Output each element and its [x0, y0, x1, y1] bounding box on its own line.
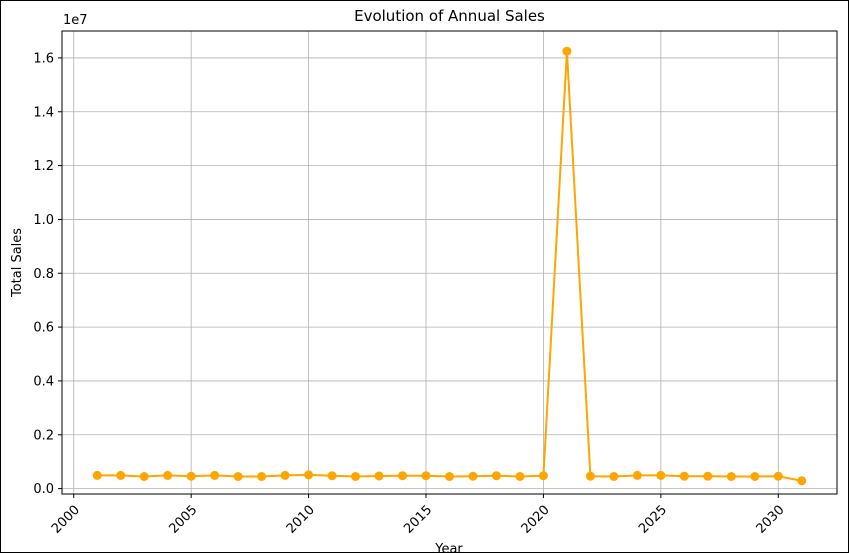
plot-area	[61, 30, 838, 495]
x-tick-label: 2005	[166, 503, 200, 537]
data-point	[750, 472, 760, 482]
x-tick-label: 2000	[49, 503, 83, 537]
x-tick-label: 2010	[284, 503, 318, 537]
data-point	[280, 470, 290, 480]
y-axis-label: Total Sales	[10, 228, 25, 298]
data-point	[116, 470, 126, 480]
series-line	[97, 50, 802, 482]
data-point	[632, 470, 642, 480]
y-tick-label: 1.6	[33, 51, 54, 66]
data-point	[468, 471, 478, 481]
data-point	[351, 472, 361, 482]
data-point	[257, 472, 267, 482]
x-tick-label: 2015	[401, 503, 435, 537]
data-point	[562, 46, 572, 56]
data-point	[609, 472, 619, 482]
data-point	[773, 471, 783, 481]
data-point	[797, 476, 807, 486]
data-point	[726, 472, 736, 482]
x-tick-label: 2030	[754, 503, 788, 537]
y-tick-label: 0.4	[33, 374, 54, 389]
y-tick-label: 0.6	[33, 321, 54, 336]
data-point	[421, 471, 431, 481]
data-point	[656, 470, 666, 480]
x-axis-ticks: 2000 2005 2010 2015 2020 2025 2030	[49, 494, 788, 537]
y-tick-label: 0.0	[33, 482, 54, 497]
series-group	[92, 46, 807, 486]
y-tick-label: 0.8	[33, 267, 54, 282]
y-axis-ticks: 0.0 0.2 0.4 0.6 0.8 1.0 1.2 1.4 1.6	[33, 51, 62, 497]
x-axis-label: Year	[434, 542, 463, 553]
data-point	[233, 472, 243, 482]
data-point	[445, 472, 454, 482]
data-point	[703, 471, 713, 481]
y-axis-offset-label: 1e7	[63, 13, 88, 28]
data-point	[163, 470, 173, 480]
y-tick-label: 1.4	[33, 105, 54, 120]
data-point	[304, 470, 314, 480]
chart-title: Evolution of Annual Sales	[354, 7, 545, 25]
x-tick-label: 2020	[519, 503, 553, 537]
data-point	[327, 471, 337, 481]
data-point	[92, 470, 102, 480]
data-point	[515, 472, 525, 482]
data-point	[585, 471, 595, 481]
data-point	[374, 471, 384, 481]
grid-lines	[62, 31, 837, 494]
y-tick-label: 0.2	[33, 428, 54, 443]
data-point	[398, 471, 408, 481]
data-point	[139, 472, 149, 482]
y-tick-label: 1.2	[33, 159, 54, 174]
y-tick-label: 1.0	[33, 213, 54, 228]
x-tick-label: 2025	[636, 503, 670, 537]
data-point	[679, 471, 689, 481]
data-point	[538, 471, 548, 481]
data-point	[186, 471, 196, 481]
data-point	[210, 470, 220, 480]
data-point	[491, 471, 501, 481]
